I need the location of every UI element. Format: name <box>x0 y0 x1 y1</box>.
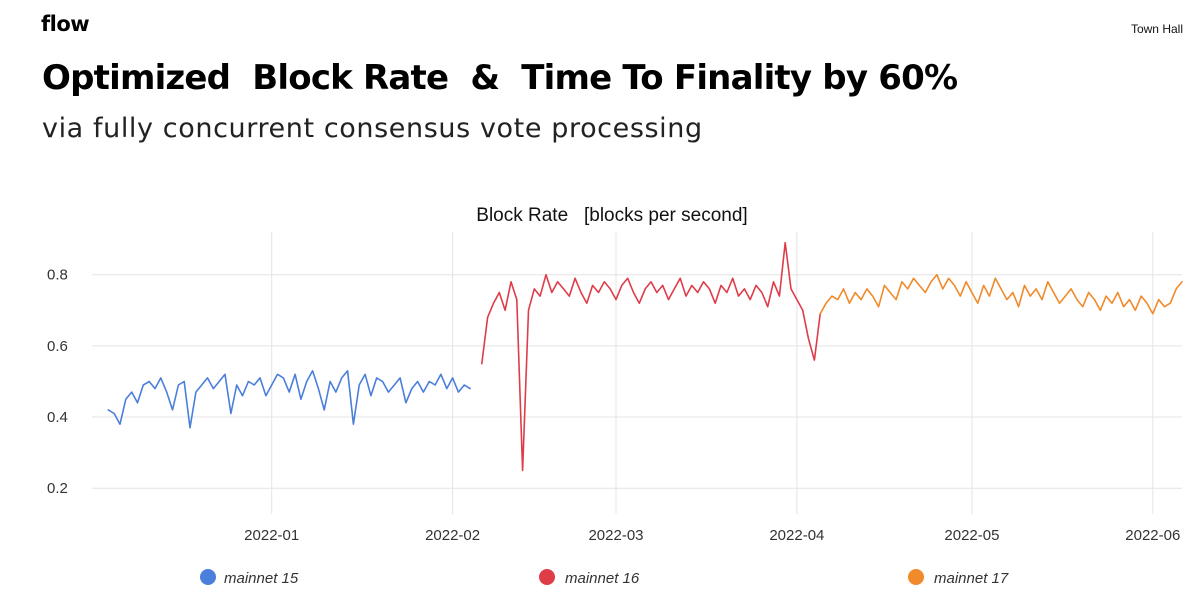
legend-swatch-mainnet-16 <box>539 569 555 585</box>
slide-subtitle: via fully concurrent consensus vote proc… <box>42 113 703 144</box>
series-line-mainnet-16 <box>480 241 822 472</box>
legend: mainnet 15 mainnet 16 mainnet 17 <box>200 569 1009 587</box>
legend-item-mainnet-16[interactable]: mainnet 16 <box>539 569 640 587</box>
series-line-mainnet-15 <box>107 369 471 429</box>
y-tick-label: 0.6 <box>47 338 68 355</box>
x-tick-label: 2022-01 <box>244 527 299 544</box>
chart-title: Block Rate [blocks per second] <box>476 205 747 226</box>
x-axis: 2022-01 2022-02 2022-03 2022-04 2022-05 2022-… <box>244 527 1180 544</box>
series-line-mainnet-17 <box>819 273 1183 315</box>
y-tick-label: 0.4 <box>47 409 68 426</box>
legend-swatch-mainnet-17 <box>908 569 924 585</box>
x-tick-label: 2022-03 <box>588 527 643 544</box>
grid-layer <box>92 232 1182 514</box>
legend-label-mainnet-15: mainnet 15 <box>224 570 299 587</box>
event-label: Town Hall <box>1130 22 1183 36</box>
series-layer <box>107 241 1183 472</box>
y-tick-label: 0.8 <box>47 267 68 284</box>
x-tick-label: 2022-05 <box>944 527 999 544</box>
legend-swatch-mainnet-15 <box>200 569 216 585</box>
x-tick-label: 2022-02 <box>425 527 480 544</box>
y-axis: 0.2 0.4 0.6 0.8 <box>47 267 68 498</box>
legend-label-mainnet-16: mainnet 16 <box>565 570 640 587</box>
x-tick-label: 2022-04 <box>769 527 824 544</box>
legend-item-mainnet-17[interactable]: mainnet 17 <box>908 569 1009 587</box>
slide-title: Optimized Block Rate & Time To Finality … <box>42 58 958 98</box>
legend-label-mainnet-17: mainnet 17 <box>934 570 1009 587</box>
legend-item-mainnet-15[interactable]: mainnet 15 <box>200 569 299 587</box>
flow-logo: flow <box>41 12 90 36</box>
x-tick-label: 2022-06 <box>1125 527 1180 544</box>
y-tick-label: 0.2 <box>47 480 68 497</box>
